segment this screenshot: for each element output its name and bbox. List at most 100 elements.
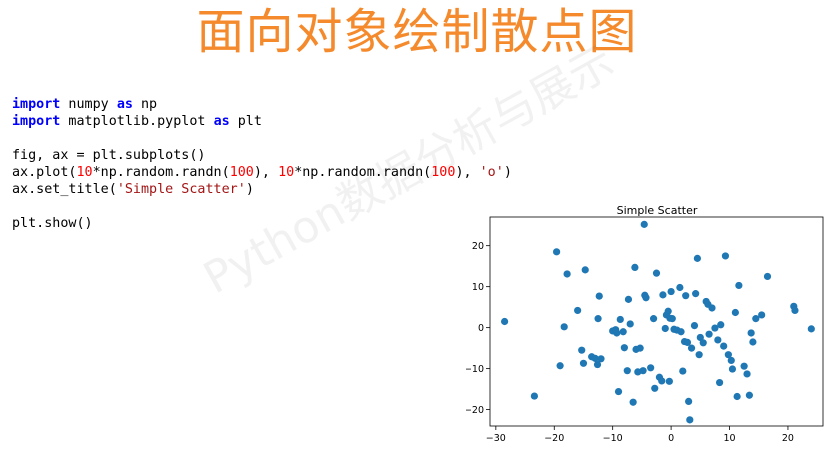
scatter-point [728, 365, 737, 373]
scatter-point [708, 304, 716, 312]
scatter-point [693, 254, 701, 262]
scatter-point [574, 306, 582, 315]
code-text: ), [455, 165, 480, 180]
code-number: 100 [229, 165, 254, 180]
scatter-point [682, 292, 690, 300]
scatter-point [581, 266, 589, 274]
code-line-2: import matplotlib.pyplot as plt [12, 113, 512, 130]
scatter-point [733, 392, 741, 401]
scatter-point [563, 270, 571, 278]
scatter-point [717, 321, 725, 329]
y-tick-label: −10 [466, 364, 484, 375]
x-tick-label: 0 [668, 433, 674, 444]
x-axis: −30 −20 −10 0 10 20 [486, 426, 794, 444]
code-number: 10 [76, 165, 93, 180]
scatter-point [556, 362, 564, 370]
scatter-point [807, 325, 815, 333]
scatter-point [636, 344, 644, 352]
code-blank-line [12, 130, 512, 147]
scatter-point [735, 281, 743, 290]
scatter-point [752, 315, 760, 323]
scatter-point [720, 342, 728, 350]
code-text: ), [253, 165, 279, 180]
scatter-point [705, 330, 713, 338]
scatter-point [631, 263, 639, 272]
scatter-point [594, 315, 602, 323]
code-line-6: plt.show() [12, 216, 93, 231]
y-axis: −20 −10 0 10 20 [466, 241, 490, 416]
scatter-point [699, 339, 707, 347]
code-text: np [132, 97, 158, 112]
scatter-points [501, 220, 815, 424]
scatter-point [740, 362, 748, 370]
slide-title: 面向对象绘制散点图 [196, 4, 638, 60]
scatter-point [677, 328, 685, 336]
scatter-point [791, 306, 799, 315]
scatter-point [692, 290, 700, 298]
scatter-point [616, 315, 624, 324]
y-tick-label: 10 [472, 282, 484, 293]
code-text: ) [245, 182, 254, 197]
code-keyword: as [213, 114, 230, 129]
code-keyword: import [12, 97, 61, 112]
scatter-point [597, 355, 605, 363]
scatter-point [715, 378, 724, 387]
x-tick-label: −10 [603, 433, 623, 444]
scatter-point [661, 324, 669, 333]
scatter-point [721, 252, 730, 260]
code-text: ax.set_title( [12, 182, 117, 197]
chart-title: Simple Scatter [617, 204, 698, 217]
scatter-point [731, 308, 739, 317]
y-tick-label: 0 [478, 323, 484, 334]
code-string: 'Simple Scatter' [116, 182, 246, 197]
scatter-point [640, 220, 648, 228]
x-tick-label: −20 [544, 433, 564, 444]
scatter-point [711, 324, 719, 332]
code-text: *np.random.randn( [92, 165, 230, 180]
scatter-point [591, 354, 599, 362]
code-line-5: ax.set_title('Simple Scatter') [12, 181, 512, 198]
scatter-point [624, 295, 633, 303]
scatter-point [763, 272, 772, 281]
scatter-point [687, 344, 696, 352]
scatter-point [668, 315, 676, 323]
scatter-point [530, 392, 538, 400]
y-tick-label: 20 [472, 241, 484, 252]
scatter-point [743, 370, 751, 378]
code-text: ax.plot( [12, 165, 77, 180]
scatter-point [595, 292, 603, 300]
scatter-point [639, 367, 647, 375]
scatter-point [619, 328, 627, 336]
code-blank-line [12, 198, 512, 215]
code-text: ) [503, 165, 512, 180]
scatter-point [714, 336, 722, 344]
scatter-chart: Simple Scatter −30 −20 −10 0 10 20 −20 −10 0 10 2… [466, 204, 824, 444]
scatter-point [745, 391, 753, 399]
scatter-point [747, 329, 755, 337]
scatter-point [665, 377, 673, 385]
scatter-point [683, 338, 692, 346]
code-text: numpy [60, 97, 117, 112]
scatter-point [614, 387, 623, 396]
scatter-point [658, 377, 666, 385]
scatter-point [695, 351, 703, 359]
scatter-point [620, 344, 628, 352]
scatter-point [690, 321, 699, 330]
code-string: 'o' [479, 165, 504, 180]
scatter-point [727, 356, 735, 365]
scatter-point [659, 291, 667, 299]
code-keyword: import [12, 114, 61, 129]
scatter-point [629, 398, 637, 406]
code-text: matplotlib.pyplot [60, 114, 214, 129]
scatter-point [676, 283, 684, 292]
scatter-point [679, 367, 687, 375]
scatter-point [649, 315, 658, 323]
scatter-point [579, 359, 588, 367]
scatter-point [560, 323, 568, 331]
scatter-point [724, 351, 732, 359]
scatter-point [686, 416, 694, 424]
x-tick-label: 20 [782, 433, 794, 444]
scatter-point [758, 311, 766, 319]
x-tick-label: 10 [723, 433, 735, 444]
axes-frame [489, 216, 824, 427]
